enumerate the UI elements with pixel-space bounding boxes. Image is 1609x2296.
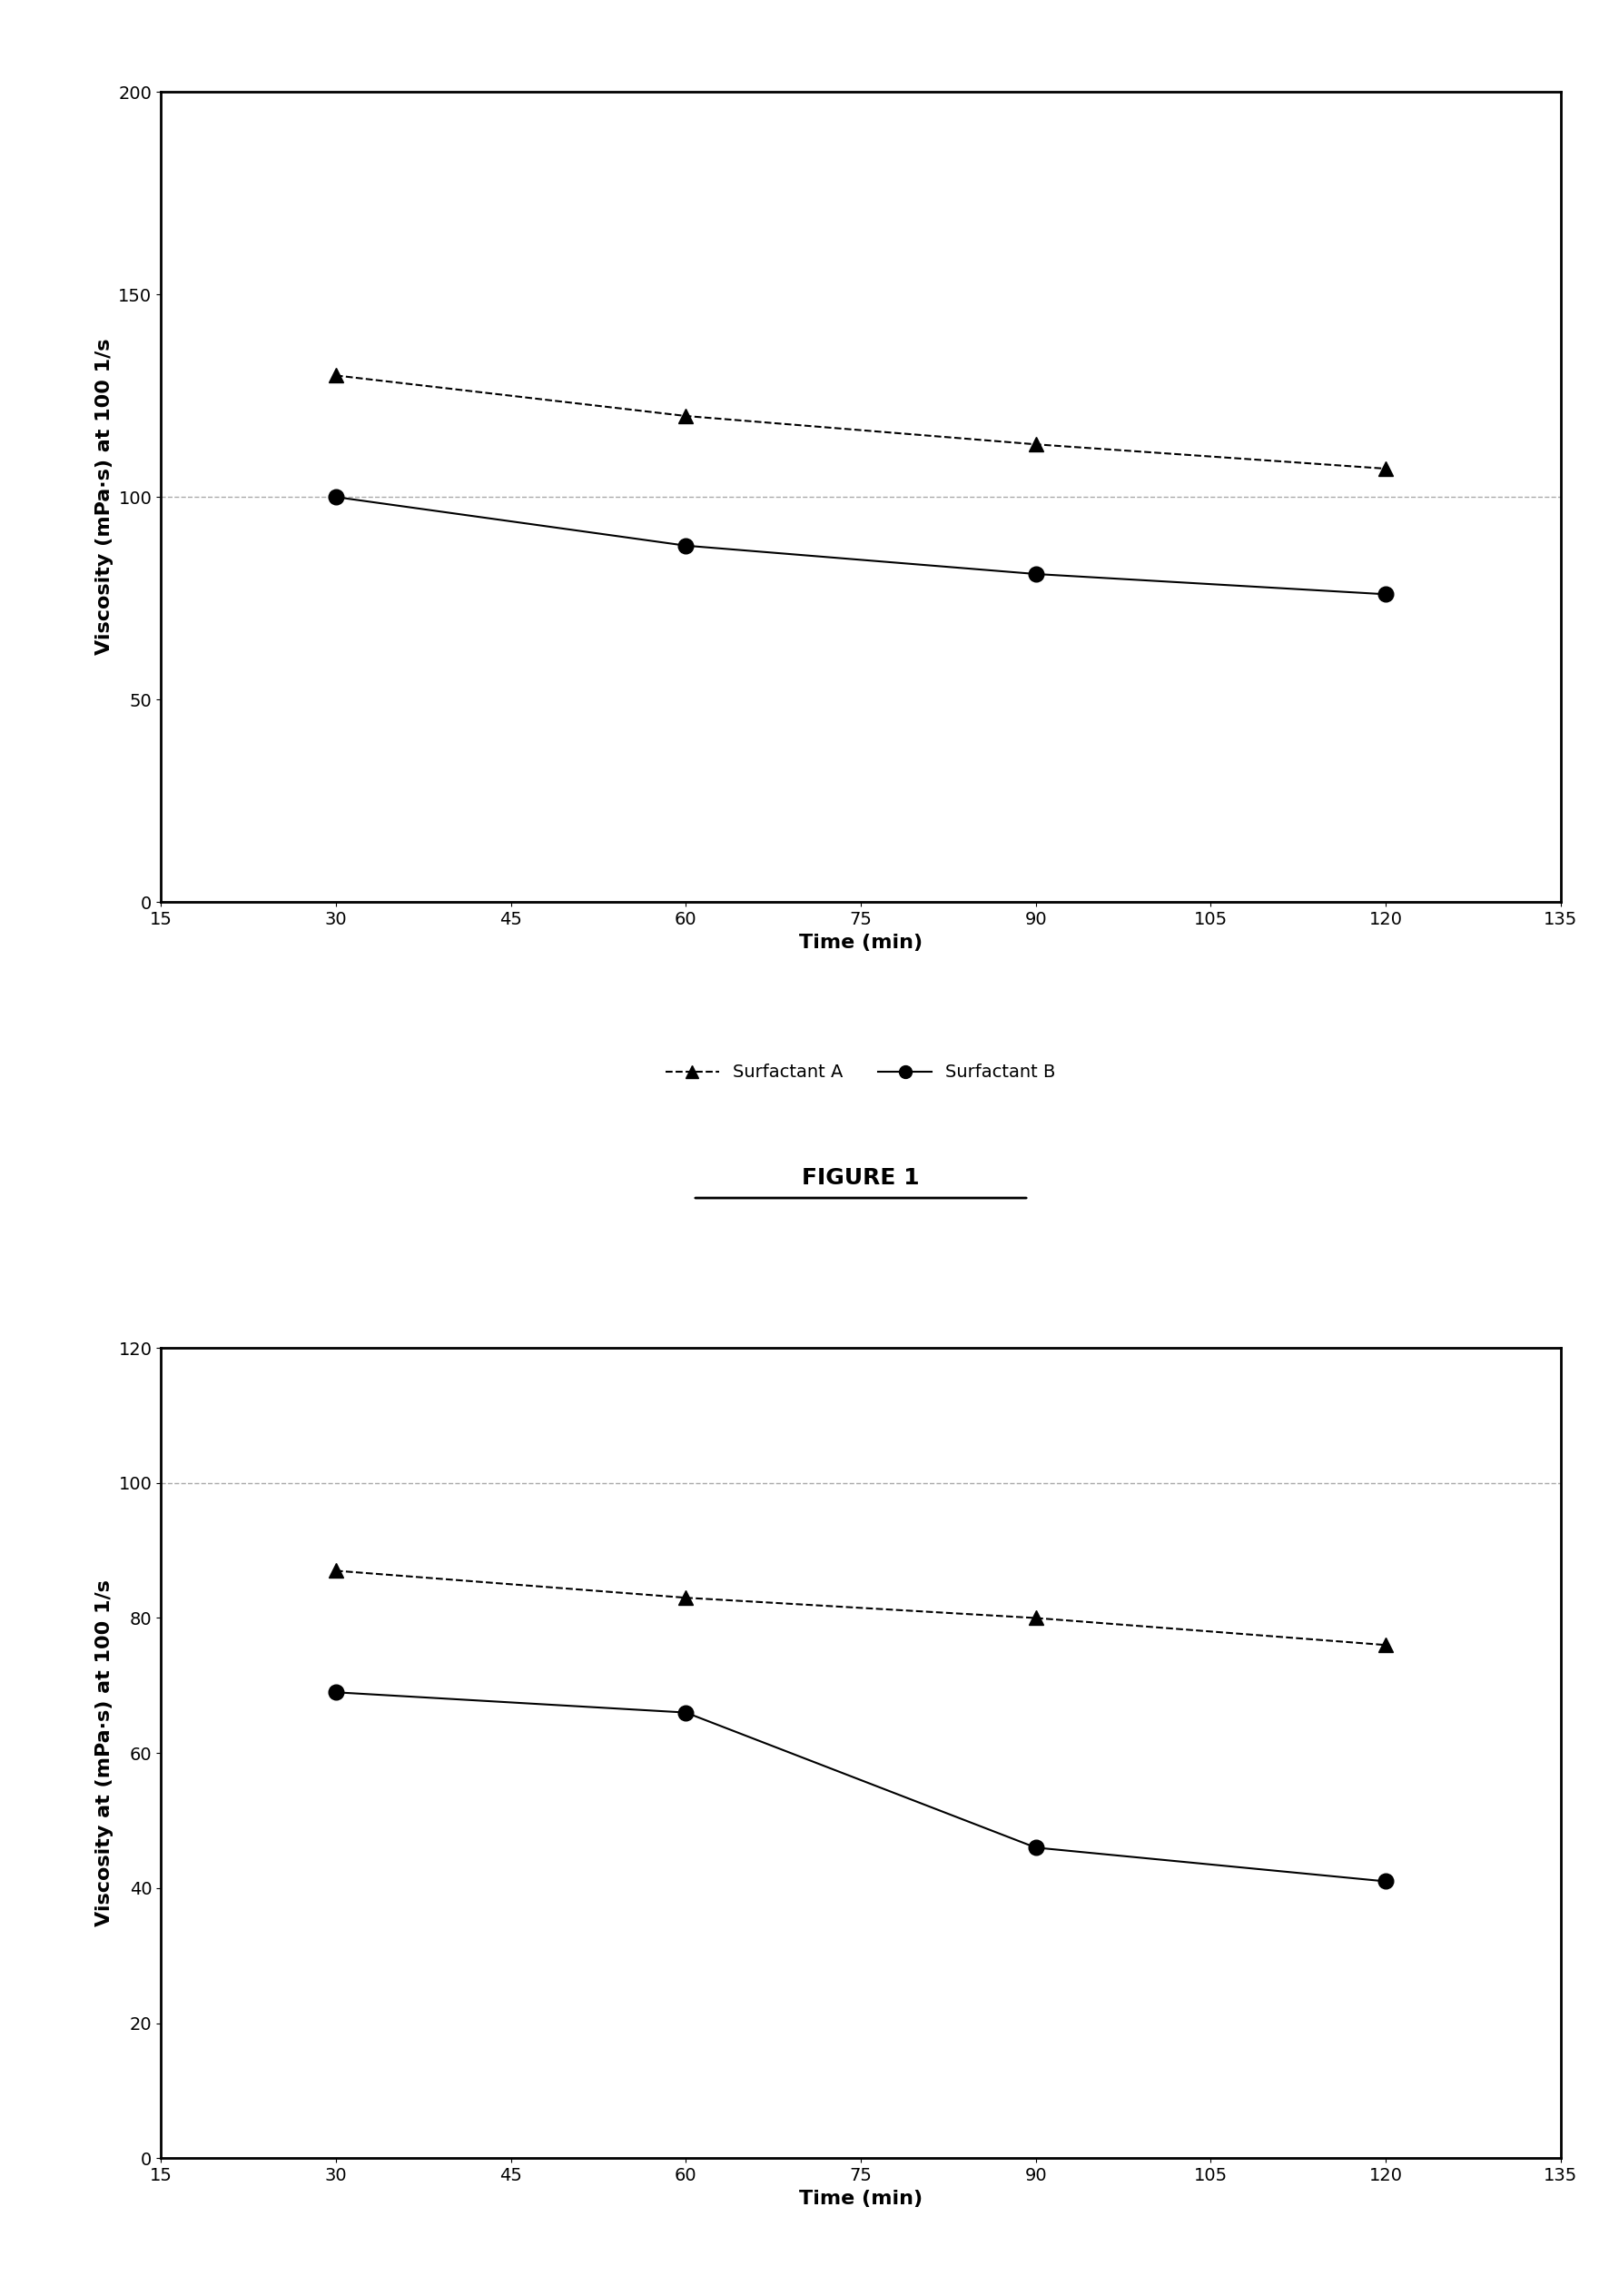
Text: FIGURE 1: FIGURE 1 — [801, 1166, 920, 1189]
X-axis label: Time (min): Time (min) — [800, 934, 922, 951]
Y-axis label: Viscosity at (mPa·s) at 100 1/s: Viscosity at (mPa·s) at 100 1/s — [95, 1580, 113, 1926]
Y-axis label: Viscosity (mPa·s) at 100 1/s: Viscosity (mPa·s) at 100 1/s — [95, 340, 113, 654]
Legend: Surfactant A, Surfactant B: Surfactant A, Surfactant B — [658, 1056, 1064, 1088]
X-axis label: Time (min): Time (min) — [800, 2190, 922, 2206]
